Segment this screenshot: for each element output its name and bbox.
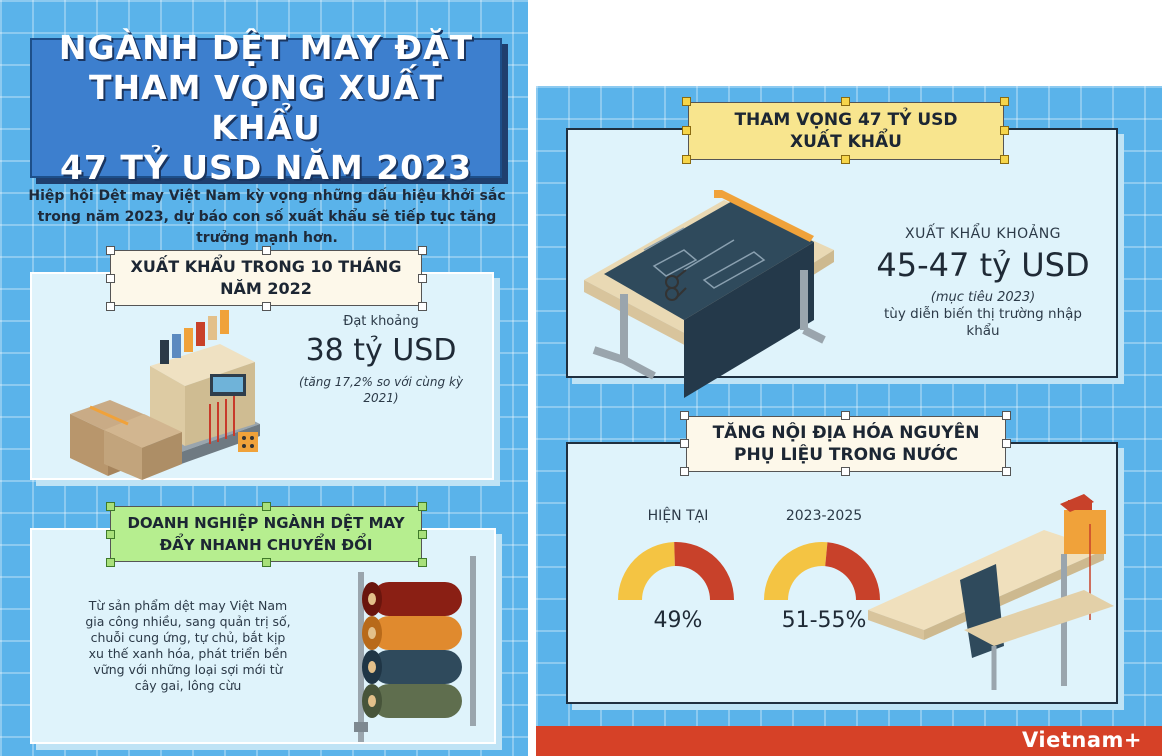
business-transition-body: Từ sản phẩm dệt may Việt Nam gia công nh… bbox=[85, 598, 291, 693]
gauge-2-label: 2023-2025 bbox=[785, 508, 863, 524]
business-transition-heading: DOANH NGHIỆP NGÀNH DỆT MAY ĐẨY NHANH CHU… bbox=[110, 506, 422, 562]
page-title: NGÀNH DỆT MAY ĐẶT THAM VỌNG XUẤT KHẨU 47… bbox=[58, 28, 474, 187]
handle-mid-right bbox=[1000, 126, 1009, 135]
gauge-value-arc bbox=[674, 542, 734, 600]
handle-mid-left bbox=[106, 530, 115, 539]
handle-top-left bbox=[680, 411, 689, 420]
handle-bottom-mid bbox=[841, 467, 850, 476]
handle-top-right bbox=[1000, 97, 1009, 106]
export-prefix: Đạt khoảng bbox=[343, 314, 419, 329]
gauge-current bbox=[618, 542, 734, 600]
title-box: NGÀNH DỆT MAY ĐẶT THAM VỌNG XUẤT KHẨU 47… bbox=[30, 28, 502, 187]
target-47b-heading: THAM VỌNG 47 TỶ USD XUẤT KHẨU bbox=[688, 102, 1004, 160]
handle-mid-right bbox=[418, 530, 427, 539]
handle-top-right bbox=[418, 502, 427, 511]
handle-top-mid bbox=[262, 246, 271, 255]
gauge-remaining-arc bbox=[618, 542, 675, 600]
gauge-2-value: 51-55% bbox=[781, 608, 867, 633]
localization-card: HIỆN TẠI 49% 2023-2025 51-55% bbox=[566, 442, 1118, 704]
footer-bar: Vietnam+ bbox=[536, 726, 1162, 756]
target-47b-card: XUẤT KHẨU KHOẢNG 45-47 tỷ USD (mục tiêu … bbox=[566, 128, 1118, 398]
handle-mid-right bbox=[1002, 439, 1011, 448]
cutting-table-illustration bbox=[584, 190, 834, 398]
handle-top-right bbox=[1002, 411, 1011, 420]
gauge-value-arc bbox=[825, 542, 880, 600]
handle-bottom-right bbox=[1002, 467, 1011, 476]
ironing-board-illustration bbox=[868, 494, 1114, 690]
export-note: (tăng 17,2% so với cùng kỳ 2021) bbox=[298, 375, 463, 405]
handle-bottom-left bbox=[680, 467, 689, 476]
target-prefix: XUẤT KHẨU KHOẢNG bbox=[904, 226, 1062, 242]
handle-mid-left bbox=[680, 439, 689, 448]
target-sub: tùy diễn biến thị trường nhập khẩu bbox=[884, 306, 1082, 339]
localization-heading: TĂNG NỘI ĐỊA HÓA NGUYÊN PHỤ LIỆU TRONG N… bbox=[686, 416, 1006, 472]
handle-bottom-mid bbox=[262, 558, 271, 567]
handle-bottom-right bbox=[1000, 155, 1009, 164]
handle-bottom-left bbox=[106, 558, 115, 567]
gauge-2023-2025 bbox=[764, 542, 880, 600]
handle-top-mid bbox=[262, 502, 271, 511]
brand-logo: Vietnam+ bbox=[1022, 728, 1142, 752]
sewing-machine-illustration bbox=[70, 310, 260, 480]
handle-top-right bbox=[418, 246, 427, 255]
handle-mid-left bbox=[682, 126, 691, 135]
handle-top-mid bbox=[841, 97, 850, 106]
handle-top-mid bbox=[841, 411, 850, 420]
handle-top-left bbox=[106, 502, 115, 511]
export-value: 38 tỷ USD bbox=[305, 333, 457, 368]
export-10-months-heading: XUẤT KHẨU TRONG 10 THÁNG NĂM 2022 bbox=[110, 250, 422, 306]
handle-bottom-right bbox=[418, 558, 427, 567]
target-value: 45-47 tỷ USD bbox=[876, 246, 1090, 284]
handle-top-left bbox=[682, 97, 691, 106]
gauge-1-value: 49% bbox=[653, 608, 703, 633]
intro-text: Hiệp hội Dệt may Việt Nam kỳ vọng những … bbox=[28, 188, 506, 246]
handle-bottom-left bbox=[682, 155, 691, 164]
handle-bottom-left bbox=[106, 302, 115, 311]
handle-top-left bbox=[106, 246, 115, 255]
handle-bottom-mid bbox=[262, 302, 271, 311]
handle-bottom-right bbox=[418, 302, 427, 311]
handle-mid-right bbox=[418, 274, 427, 283]
gauge-1-label: HIỆN TẠI bbox=[647, 508, 709, 524]
left-infographic-panel: NGÀNH DỆT MAY ĐẶT THAM VỌNG XUẤT KHẨU 47… bbox=[0, 0, 528, 756]
handle-mid-left bbox=[106, 274, 115, 283]
handle-bottom-mid bbox=[841, 155, 850, 164]
gauge-remaining-arc bbox=[764, 542, 828, 600]
fabric-rolls-illustration bbox=[354, 556, 476, 742]
target-note: (mục tiêu 2023) bbox=[930, 290, 1036, 305]
right-infographic-panel: XUẤT KHẨU KHOẢNG 45-47 tỷ USD (mục tiêu … bbox=[536, 86, 1162, 756]
